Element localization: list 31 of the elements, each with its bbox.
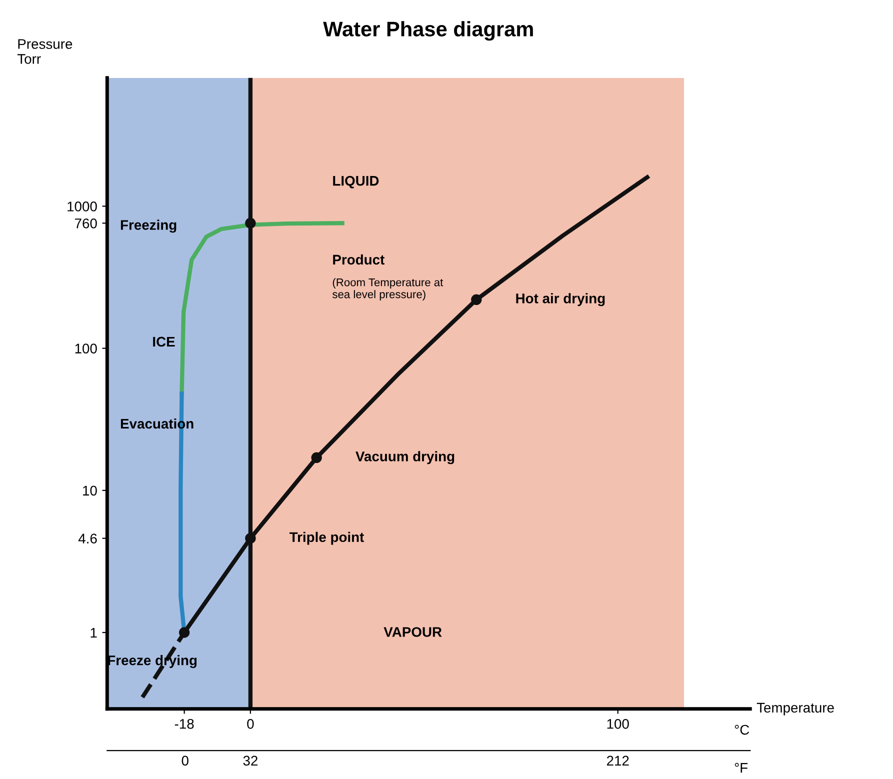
- y-axis-title: Pressure Torr: [17, 39, 72, 64]
- point: [471, 294, 482, 306]
- annotation: Product: [333, 254, 384, 265]
- y-tick-label: 760: [74, 218, 97, 228]
- y-tick-label: 1: [90, 628, 97, 638]
- x-tick-label: 0: [247, 718, 254, 729]
- annotation: Vacuum drying: [356, 451, 454, 464]
- annotation: LIQUID: [333, 176, 379, 188]
- annotation: Triple point: [289, 532, 364, 545]
- x-tick-label: 100: [607, 718, 629, 729]
- point: [178, 627, 190, 638]
- y-tick-label: 10: [83, 486, 97, 496]
- point: [245, 532, 256, 544]
- point: [311, 452, 322, 464]
- chart-title: Water Phase diagram: [323, 21, 533, 41]
- annotation: Hot air drying: [516, 293, 605, 306]
- annotation: VAPOUR: [384, 627, 442, 637]
- annotation: ICE: [153, 336, 175, 347]
- point: [245, 218, 256, 229]
- y-tick-label: 100: [75, 344, 97, 354]
- text: °C: [734, 724, 750, 735]
- annotation: Freezing: [120, 220, 176, 233]
- x2-axis-title: °F: [734, 762, 748, 773]
- x2-tick-label: 212: [606, 756, 629, 766]
- y-tick-label: 1000: [68, 202, 97, 212]
- x2-tick-label: 0: [182, 756, 188, 766]
- x-axis-title: Temperature: [756, 702, 834, 716]
- y-tick-label: 4.6: [78, 534, 97, 544]
- x-tick-label: -18: [174, 718, 194, 729]
- annotation: (Room Temperature at sea level pressure): [332, 278, 444, 300]
- x2-tick-label: 32: [243, 756, 258, 766]
